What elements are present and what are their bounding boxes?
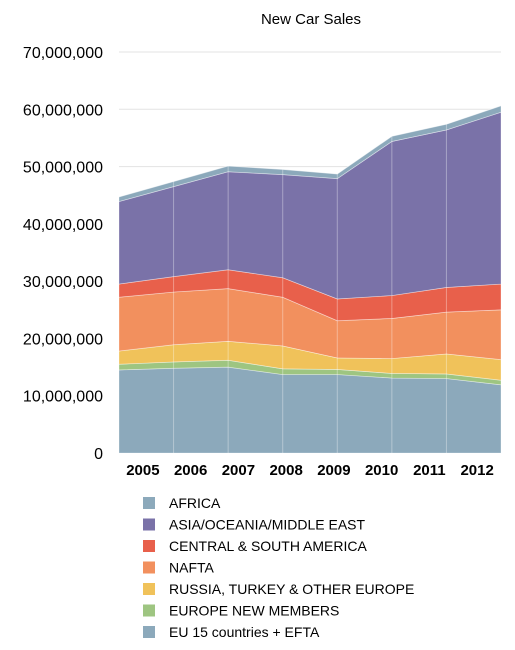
legend-swatch xyxy=(143,518,155,531)
y-tick-label: 40,000,000 xyxy=(23,217,103,234)
area-series xyxy=(118,105,502,202)
legend-swatch xyxy=(143,540,155,552)
x-tick-label: 2005 xyxy=(126,462,159,479)
chart-title: New Car Sales xyxy=(261,11,361,28)
legend-label: EU 15 countries + EFTA xyxy=(169,624,320,640)
area-series xyxy=(118,366,502,454)
y-tick-label: 0 xyxy=(94,446,103,463)
x-axis: 2005 2006 2007 2008 2009 2010 2011 2012 xyxy=(126,462,494,479)
x-tick-label: 2008 xyxy=(269,462,302,479)
legend-swatch xyxy=(143,626,155,638)
x-tick-label: 2011 xyxy=(413,462,446,479)
area-series-edge xyxy=(118,105,502,198)
legend-swatch xyxy=(143,497,155,509)
area-layer xyxy=(118,105,502,454)
x-tick-label: 2010 xyxy=(365,462,398,479)
y-tick-label: 60,000,000 xyxy=(23,102,103,119)
x-tick-label: 2007 xyxy=(222,462,255,479)
y-axis: 0 10,000,000 20,000,000 30,000,000 40,000,00… xyxy=(23,45,103,463)
y-tick-label: 20,000,000 xyxy=(23,331,103,348)
y-tick-label: 30,000,000 xyxy=(23,274,103,291)
legend-label: NAFTA xyxy=(169,560,215,576)
legend-label: RUSSIA, TURKEY & OTHER EUROPE xyxy=(169,581,414,597)
y-tick-label: 70,000,000 xyxy=(23,45,103,62)
legend-label: ASIA/OCEANIA/MIDDLE EAST xyxy=(169,517,365,533)
legend-label: EUROPE NEW MEMBERS xyxy=(169,603,339,619)
x-tick-label: 2006 xyxy=(174,462,207,479)
y-tick-label: 10,000,000 xyxy=(23,389,103,406)
legend: AFRICA ASIA/OCEANIA/MIDDLE EAST CENTRAL & … xyxy=(143,495,414,640)
legend-label: AFRICA xyxy=(169,495,221,511)
legend-swatch xyxy=(143,561,155,574)
x-tick-label: 2012 xyxy=(460,462,493,479)
legend-label: CENTRAL & SOUTH AMERICA xyxy=(169,538,368,554)
y-tick-label: 50,000,000 xyxy=(23,160,103,177)
legend-swatch xyxy=(143,604,155,617)
legend-swatch xyxy=(143,583,155,595)
x-tick-label: 2009 xyxy=(317,462,350,479)
area-series xyxy=(118,111,502,300)
